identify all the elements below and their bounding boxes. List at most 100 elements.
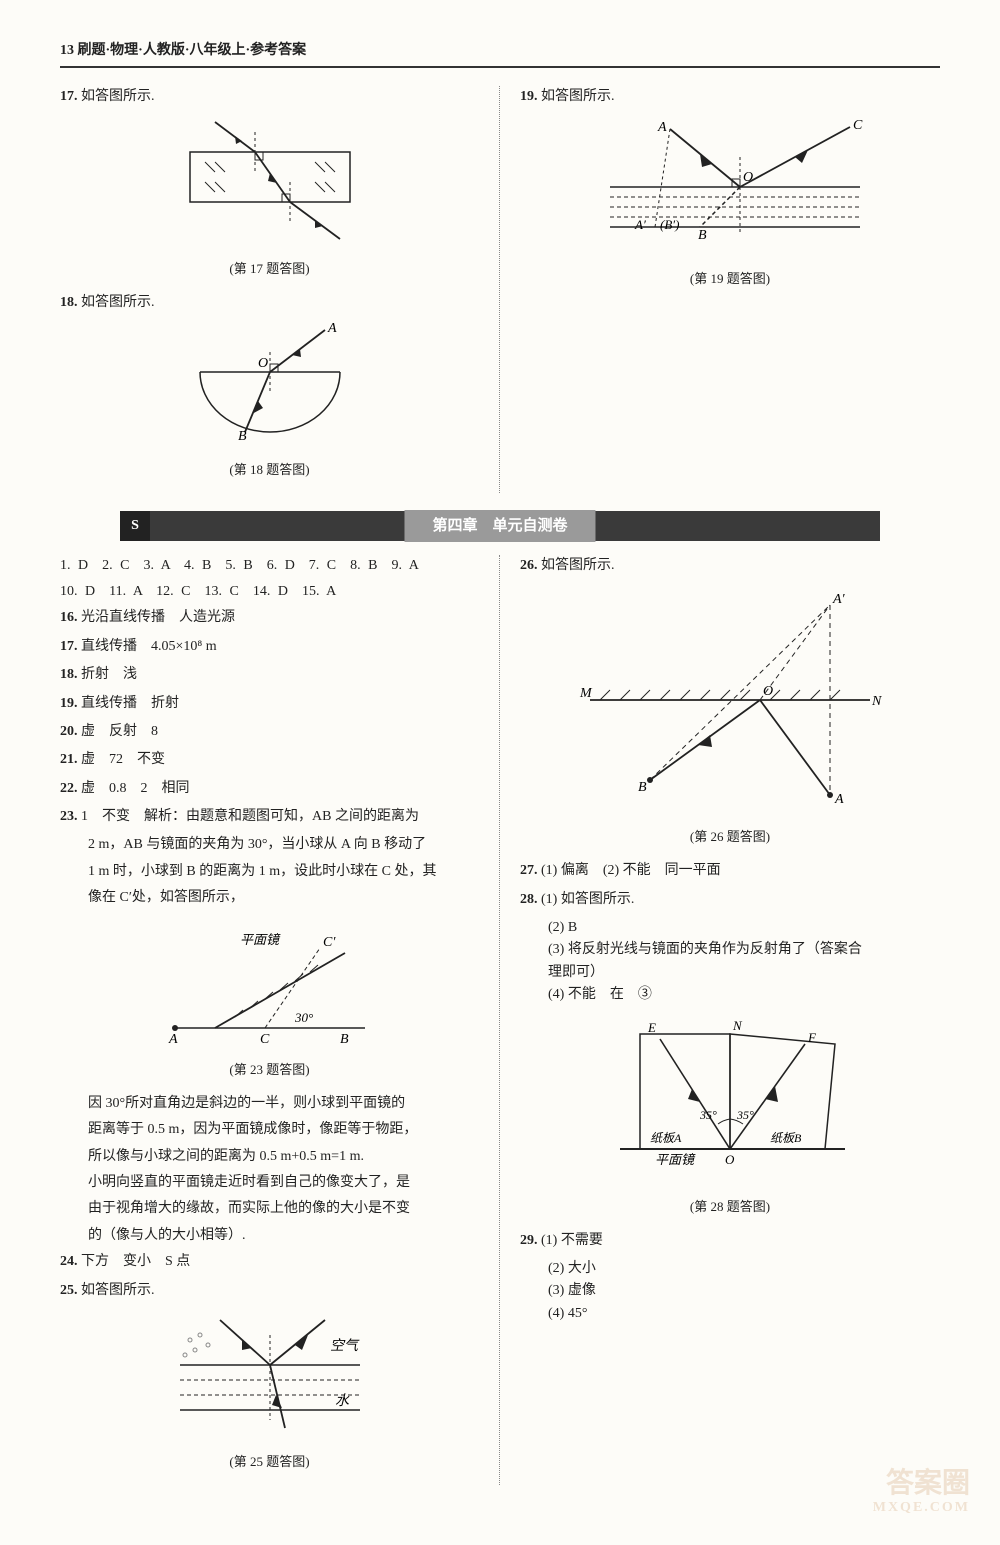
q28-svg: 35° 35° E N F O 纸板A 纸板B 平面镜 — [600, 1014, 860, 1184]
q23-p4: 因 30°所对直角边是斜边的一半，则小球到平面镜的 — [60, 1093, 479, 1115]
q26-figure: M N O A B A′ (第 26 题答图) — [520, 585, 940, 848]
q28-caption: (第 28 题答图) — [520, 1197, 940, 1218]
l-q28-1: 28. (1) 如答图所示. — [520, 889, 940, 911]
q18-text: 如答图所示. — [81, 295, 155, 310]
svg-text:平面镜: 平面镜 — [655, 1152, 696, 1167]
svg-text:A′: A′ — [832, 592, 846, 607]
q19-num: 19. — [520, 89, 538, 104]
l-q29-4: (4) 45° — [520, 1303, 940, 1325]
q26-svg: M N O A B A′ — [570, 585, 890, 815]
q18-caption: (第 18 题答图) — [60, 460, 479, 481]
svg-text:水: 水 — [335, 1393, 350, 1409]
q17-num: 17. — [60, 89, 78, 104]
q23-p9: 的（像与人的大小相等）. — [60, 1225, 479, 1247]
header-title: 刷题·物理·人教版·八年级上·参考答案 — [78, 43, 307, 58]
svg-text:A′: A′ — [634, 217, 646, 232]
svg-text:30°: 30° — [294, 1010, 313, 1025]
lower-section: 1. D 2. C 3. A 4. B 5. B 6. D 7. C 8. B … — [60, 555, 940, 1486]
svg-text:O: O — [725, 1152, 735, 1167]
q19-text: 如答图所示. — [541, 89, 615, 104]
svg-text:C′: C′ — [323, 935, 336, 950]
svg-text:35°: 35° — [736, 1108, 754, 1122]
q17: 17. 如答图所示. — [60, 86, 479, 108]
svg-text:(B′): (B′) — [660, 217, 679, 232]
svg-text:A: A — [327, 322, 337, 336]
l-q29-2: (2) 大小 — [520, 1258, 940, 1280]
svg-text:N: N — [871, 694, 882, 709]
q23-p2: 1 m 时，小球到 B 的距离为 1 m，设此时小球在 C 处，其 — [60, 861, 479, 883]
q23-caption: (第 23 题答图) — [60, 1060, 479, 1081]
q23-p7: 小明向竖直的平面镜走近时看到自己的像变大了，是 — [60, 1172, 479, 1194]
svg-text:A: A — [657, 120, 667, 135]
mc-line-1: 1. D 2. C 3. A 4. B 5. B 6. D 7. C 8. B … — [60, 555, 479, 577]
l-q16: 16. 光沿直线传播 人造光源 — [60, 607, 479, 629]
svg-text:平面镜: 平面镜 — [240, 932, 281, 947]
lower-right-column: 26. 如答图所示. M N O A — [500, 555, 940, 1486]
svg-text:O: O — [258, 356, 268, 371]
q18: 18. 如答图所示. — [60, 292, 479, 314]
l-q28-3b: 理即可） — [520, 962, 940, 984]
watermark: 答案圈 MXQE.COM — [873, 1469, 970, 1515]
q25-caption: (第 25 题答图) — [60, 1452, 479, 1473]
upper-left-column: 17. 如答图所示. — [60, 86, 500, 492]
upper-section: 17. 如答图所示. — [60, 86, 940, 492]
upper-right-column: 19. 如答图所示. A C — [500, 86, 940, 492]
q23-p5: 距离等于 0.5 m，因为平面镜成像时，像距等于物距， — [60, 1119, 479, 1141]
svg-text:F: F — [807, 1030, 817, 1045]
l-q25: 25. 如答图所示. — [60, 1280, 479, 1302]
q19-figure: A C O A′ (B′) B (第 19 题答图) — [520, 117, 940, 290]
svg-text:纸板A: 纸板A — [650, 1131, 682, 1145]
q19-caption: (第 19 题答图) — [520, 269, 940, 290]
q23-p6: 所以像与小球之间的距离为 0.5 m+0.5 m=1 m. — [60, 1146, 479, 1168]
q18-num: 18. — [60, 295, 78, 310]
q19: 19. 如答图所示. — [520, 86, 940, 108]
lower-left-column: 1. D 2. C 3. A 4. B 5. B 6. D 7. C 8. B … — [60, 555, 500, 1486]
watermark-big: 答案圈 — [886, 1468, 970, 1499]
l-q19: 19. 直线传播 折射 — [60, 693, 479, 715]
l-q20: 20. 虚 反射 8 — [60, 721, 479, 743]
svg-text:B: B — [340, 1032, 349, 1047]
q17-text: 如答图所示. — [81, 89, 155, 104]
page-number: 13 — [60, 43, 74, 58]
q18-figure: A O B (第 18 题答图) — [60, 322, 479, 480]
q23-p1: 2 m，AB 与镜面的夹角为 30°，当小球从 A 向 B 移动了 — [60, 834, 479, 856]
svg-text:空气: 空气 — [330, 1338, 360, 1354]
header-rule — [60, 66, 940, 68]
q17-caption: (第 17 题答图) — [60, 259, 479, 280]
svg-text:纸板B: 纸板B — [770, 1131, 802, 1145]
svg-text:O: O — [743, 170, 753, 185]
svg-text:M: M — [579, 686, 593, 701]
l-q28-3: (3) 将反射光线与镜面的夹角作为反射角了（答案合 — [520, 939, 940, 961]
svg-text:35°: 35° — [699, 1108, 717, 1122]
chapter-banner: S 第四章 单元自测卷 — [60, 511, 940, 541]
q17-svg — [160, 117, 380, 247]
svg-text:B: B — [638, 780, 647, 795]
q25-figure: 空气 水 (第 25 题答图) — [60, 1310, 479, 1473]
svg-text:E: E — [647, 1020, 656, 1035]
svg-text:A: A — [834, 792, 844, 807]
q23-p3: 像在 C′处，如答图所示， — [60, 887, 479, 909]
watermark-small: MXQE.COM — [873, 1500, 970, 1515]
l-q22: 22. 虚 0.8 2 相同 — [60, 778, 479, 800]
q28-figure: 35° 35° E N F O 纸板A 纸板B 平面镜 (第 28 题答图) — [520, 1014, 940, 1217]
svg-text:C: C — [260, 1032, 270, 1047]
l-q18: 18. 折射 浅 — [60, 664, 479, 686]
banner-title: 第四章 单元自测卷 — [404, 510, 595, 542]
svg-text:C: C — [853, 118, 863, 133]
page-header: 13 刷题·物理·人教版·八年级上·参考答案 — [60, 40, 940, 62]
svg-text:N: N — [732, 1018, 743, 1033]
q23-p8: 由于视角增大的缘故，而实际上他的像的大小是不变 — [60, 1198, 479, 1220]
mc-line-2: 10. D 11. A 12. C 13. C 14. D 15. A — [60, 581, 479, 603]
l-q21: 21. 虚 72 不变 — [60, 749, 479, 771]
svg-text:B: B — [698, 228, 707, 243]
q19-svg: A C O A′ (B′) B — [580, 117, 880, 257]
q25-svg: 空气 水 — [160, 1310, 380, 1440]
l-q29-1: 29. (1) 不需要 — [520, 1230, 940, 1252]
q23-figure: A C B C′ 30° 平面镜 (第 23 题答图) — [60, 918, 479, 1081]
l-q27: 27. (1) 偏离 (2) 不能 同一平面 — [520, 860, 940, 882]
q23-svg: A C B C′ 30° 平面镜 — [145, 918, 395, 1048]
l-q28-4: (4) 不能 在 ③ — [520, 984, 940, 1006]
svg-text:O: O — [763, 684, 773, 699]
q18-svg: A O B — [170, 322, 370, 447]
l-q23: 23. 1 不变 解析：由题意和题图可知，AB 之间的距离为 — [60, 806, 479, 828]
